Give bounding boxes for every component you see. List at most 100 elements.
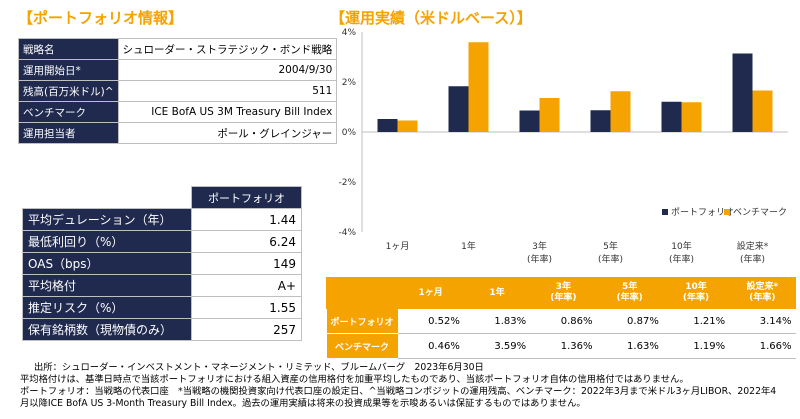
footnotes: 出所：シュローダー・インベストメント・マネージメント・リミテッド、ブルームバーグ… <box>20 362 795 410</box>
info-label: 戦略名 <box>18 38 119 60</box>
blank-header-cell <box>22 186 192 209</box>
perf-row-label: ポートフォリオ <box>326 308 398 334</box>
bar-portfolio <box>732 53 753 132</box>
characteristic-label: 最低利回り（%） <box>22 230 192 253</box>
perf-cell: 0.87% <box>596 308 663 334</box>
info-label: 残高(百万米ドル)^ <box>18 80 119 102</box>
portfolio-info-heading: 【ポートフォリオ情報】 <box>18 9 184 27</box>
characteristic-row: 推定リスク（%） 1.55 <box>22 296 302 319</box>
info-label: 運用担当者 <box>18 122 119 144</box>
legend-swatch <box>662 209 668 215</box>
characteristic-value: 6.24 <box>191 230 302 253</box>
source-note: 出所：シュローダー・インベストメント・マネージメント・リミテッド、ブルームバーグ… <box>34 362 484 373</box>
characteristic-value: 149 <box>191 252 302 275</box>
perf-row-label: ベンチマーク <box>326 333 398 359</box>
perf-row: ベンチマーク 0.46% 3.59% 1.36% 1.63% 1.19% 1.66% <box>326 333 796 359</box>
x-tick-label: 1年 <box>461 240 476 252</box>
info-row: 運用担当者 ポール・グレインジャー <box>18 122 338 144</box>
x-tick-label: 5年 <box>603 240 618 252</box>
info-value: シュローダー・ストラテジック・ボンド戦略 <box>117 38 338 60</box>
info-value: ポール・グレインジャー <box>117 122 338 144</box>
portfolio-note: ポートフォリオ：当戦略の代表口座 *当戦略の機関投資家向け代表口座の設定日、^当… <box>20 386 777 397</box>
perf-column-header: 3年 (年率) <box>529 277 598 309</box>
perf-column-header-line: 1ヶ月 <box>418 287 443 298</box>
perf-cell: 0.52% <box>397 308 464 334</box>
info-row: 戦略名 シュローダー・ストラテジック・ボンド戦略 <box>18 38 338 60</box>
bar-portfolio <box>519 110 540 132</box>
characteristic-row: OAS（bps） 149 <box>22 252 302 275</box>
characteristic-value: 1.44 <box>191 208 302 231</box>
characteristic-label: 保有銘柄数（現物債のみ） <box>22 318 192 341</box>
info-row: 運用開始日* 2004/9/30 <box>18 59 338 81</box>
perf-column-header-line: (年率) <box>682 293 710 303</box>
bar-portfolio <box>377 119 398 132</box>
x-tick-label: 設定来* <box>737 240 769 252</box>
y-tick-label: 4% <box>342 28 357 38</box>
perf-row: ポートフォリオ 0.52% 1.83% 0.86% 0.87% 1.21% 3.14% <box>326 308 796 334</box>
characteristic-value: 1.55 <box>191 296 302 319</box>
y-tick-label: 2% <box>342 78 357 88</box>
characteristic-label: OAS（bps） <box>22 252 192 275</box>
perf-column-header: 5年 (年率) <box>595 277 664 309</box>
x-tick-label: (年率) <box>527 253 552 265</box>
perf-corner-cell <box>325 277 399 309</box>
perf-column-header: 1ヶ月 <box>397 277 465 309</box>
legend-label: ベンチマーク <box>733 207 787 218</box>
bar-benchmark <box>681 102 702 132</box>
characteristic-row: 平均デュレーション（年） 1.44 <box>22 208 302 231</box>
perf-column-header-line: 1年 <box>489 287 505 298</box>
perf-cell: 3.14% <box>729 308 796 334</box>
characteristics-header: ポートフォリオ <box>191 186 302 209</box>
perf-cell: 1.36% <box>530 333 597 359</box>
characteristic-label: 平均デュレーション（年） <box>22 208 192 231</box>
perf-column-header-line: (年率) <box>550 293 577 303</box>
characteristic-value: A+ <box>191 274 302 297</box>
rating-note: 平均格付けは、基準日時点で当該ポートフォリオにおける組入資産の信用格付を加重平均… <box>20 374 689 385</box>
y-tick-label: -4% <box>338 228 356 238</box>
info-row: ベンチマーク ICE BofA US 3M Treasury Bill Index <box>18 101 338 123</box>
x-tick-label: (年率) <box>669 253 694 265</box>
characteristic-label: 平均格付 <box>22 274 192 297</box>
info-label: ベンチマーク <box>18 101 119 123</box>
perf-column-header: 設定来* (年率) <box>728 277 797 309</box>
characteristic-row: 保有銘柄数（現物債のみ） 257 <box>22 318 302 341</box>
perf-cell: 1.83% <box>463 308 531 334</box>
x-tick-label: 1ヶ月 <box>386 241 410 252</box>
strategy-info-table: 戦略名 シュローダー・ストラテジック・ボンド戦略 運用開始日* 2004/9/30 残高… <box>18 38 338 144</box>
x-tick-label: 10年 <box>671 240 691 252</box>
bar-portfolio <box>448 86 469 132</box>
legend-label: ポートフォリオ <box>671 207 734 218</box>
y-tick-label: 0% <box>342 128 357 138</box>
perf-cell: 0.46% <box>397 333 464 359</box>
y-tick-label: -2% <box>338 178 356 188</box>
info-value: 511 <box>117 80 338 102</box>
x-tick-label: (年率) <box>740 253 765 265</box>
info-value: 2004/9/30 <box>117 59 338 81</box>
performance-heading: 【運用実績（米ドルベース）】 <box>330 9 532 27</box>
bar-benchmark <box>468 42 489 132</box>
bar-benchmark <box>397 120 418 132</box>
perf-cell: 1.21% <box>662 308 730 334</box>
perf-column-header-line: 設定来* <box>746 282 779 292</box>
characteristic-label: 推定リスク（%） <box>22 296 192 319</box>
perf-cell: 3.59% <box>463 333 531 359</box>
bar-portfolio <box>590 110 611 132</box>
perf-column-header-line: 3年 <box>555 282 571 292</box>
bar-benchmark <box>752 90 773 132</box>
portfolio-characteristics-table: ポートフォリオ 平均デュレーション（年） 1.44 最低利回り（%） 6.24 OAS（… <box>22 186 302 341</box>
performance-table: 1ヶ月 1年 3年 (年率) 5年 (年率) 10年 (年率) 設定来* (年率) ポートフォリオ… <box>325 277 797 359</box>
perf-column-header-line: 10年 <box>685 282 707 292</box>
perf-cell: 0.86% <box>530 308 597 334</box>
performance-bar-chart: 4%2%0%-2%-4%1ヶ月 1年 3年(年率)5年(年率)10年(年率)設定来*… <box>338 28 788 265</box>
perf-column-header-line: (年率) <box>616 293 643 303</box>
x-tick-label: (年率) <box>598 253 623 265</box>
perf-column-header-line: 5年 <box>622 282 638 292</box>
info-value: ICE BofA US 3M Treasury Bill Index <box>117 101 338 123</box>
characteristic-row: 最低利回り（%） 6.24 <box>22 230 302 253</box>
perf-cell: 1.66% <box>729 333 796 359</box>
perf-column-header: 1年 <box>463 277 531 309</box>
bar-benchmark <box>610 91 631 132</box>
characteristic-row: 平均格付 A+ <box>22 274 302 297</box>
info-row: 残高(百万米ドル)^ 511 <box>18 80 338 102</box>
perf-column-header-line: (年率) <box>749 293 776 303</box>
